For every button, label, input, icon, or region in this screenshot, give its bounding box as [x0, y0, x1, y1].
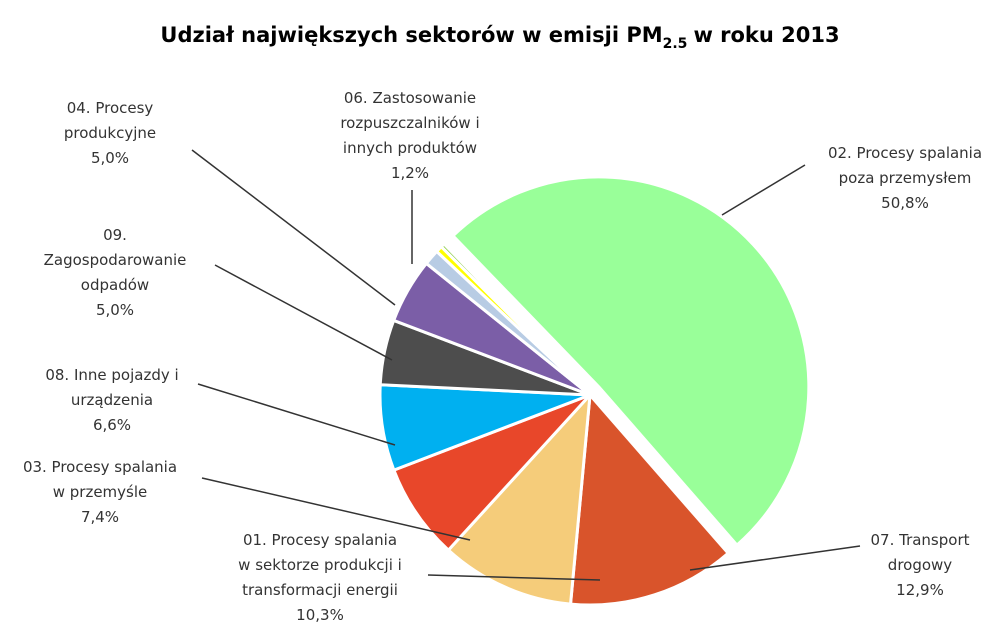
- leader-line: [201, 477, 471, 541]
- slice-label: 08. Inne pojazdy i: [45, 366, 178, 384]
- pie-slice: [446, 390, 592, 606]
- pie-slice: [391, 393, 592, 553]
- title-tail: w roku 2013: [693, 23, 839, 47]
- pie-slice: [439, 241, 592, 397]
- leader-line: [191, 149, 396, 306]
- slice-label: poza przemysłem: [839, 169, 972, 187]
- slice-label: 09.: [103, 226, 127, 244]
- slice-label: 04. Procesy: [67, 99, 154, 117]
- pie-slice: [450, 175, 811, 548]
- slice-label: 07. Transport: [870, 531, 969, 549]
- slice-label: produkcyjne: [64, 124, 156, 142]
- title-sub: 2.5: [663, 36, 688, 52]
- slice-label: 06. Zastosowanie: [344, 89, 476, 107]
- leader-line: [197, 383, 396, 446]
- value-label: 7,4%: [81, 508, 119, 526]
- leader-line: [689, 545, 861, 571]
- slice-label: odpadów: [81, 276, 149, 294]
- value-label: 6,6%: [93, 416, 131, 434]
- slice-label: innych produktów: [343, 139, 477, 157]
- leader-line: [721, 164, 806, 216]
- slice-label: 01. Procesy spalania: [243, 531, 397, 549]
- slice-label: urządzenia: [71, 391, 153, 409]
- leader-line: [214, 264, 393, 361]
- value-label: 12,9%: [896, 581, 944, 599]
- slice-label: transformacji energii: [242, 581, 398, 599]
- slice-label: rozpuszczalników i: [340, 114, 479, 132]
- pie-slice: [568, 391, 731, 607]
- slice-label: 02. Procesy spalania: [828, 144, 982, 162]
- slice-label: drogowy: [888, 556, 953, 574]
- value-label: 50,8%: [881, 194, 929, 212]
- value-label: 10,3%: [296, 606, 344, 624]
- value-label: 1,2%: [391, 164, 429, 182]
- value-label: 5,0%: [91, 149, 129, 167]
- value-label: 5,0%: [96, 301, 134, 319]
- chart-title: Udział największych sektorów w emisji PM…: [160, 23, 839, 52]
- slice-label: w sektorze produkcji i: [238, 556, 402, 574]
- title-main: Udział największych sektorów w emisji PM: [160, 23, 662, 47]
- leader-line: [427, 574, 601, 581]
- slice-label: w przemyśle: [53, 483, 148, 501]
- slice-label: 03. Procesy spalania: [23, 458, 177, 476]
- slice-label: Zagospodarowanie: [44, 251, 187, 269]
